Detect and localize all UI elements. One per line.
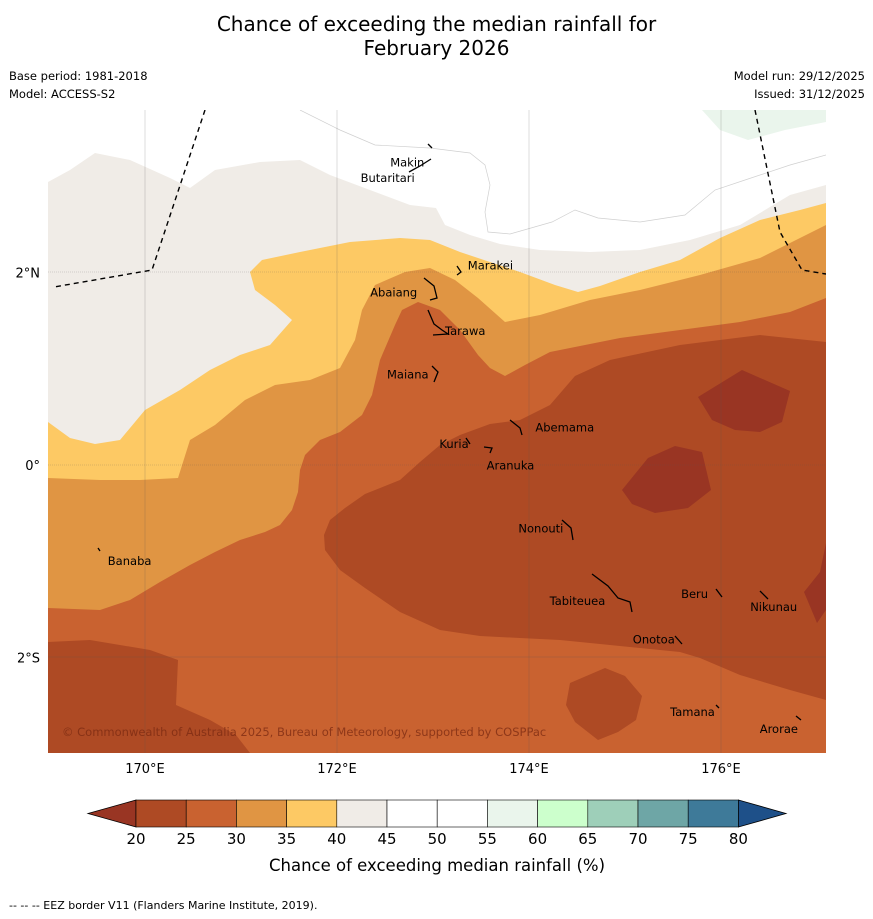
model-name: Model: ACCESS-S2 (9, 87, 116, 101)
chart-title: Chance of exceeding the median rainfall … (0, 12, 873, 60)
island-shapes (97, 143, 802, 721)
lat-tick-label: 0° (25, 459, 40, 474)
title-line-2: February 2026 (363, 36, 510, 60)
island-label-tarawa: Tarawa (444, 324, 485, 338)
island-label-marakei: Marakei (468, 258, 513, 272)
lon-tick-label: 176°E (701, 762, 741, 777)
region-20-25-s (566, 668, 642, 740)
island-label-abemama: Abemama (535, 420, 594, 434)
island-label-nikunau: Nikunau (750, 600, 797, 614)
island-label-abaiang: Abaiang (370, 286, 417, 300)
colorbar-tick-label: 40 (327, 830, 346, 848)
colorbar-tick-label: 65 (578, 830, 597, 848)
island-label-arorae: Arorae (760, 722, 798, 736)
colorbar: 20 25 30 35 40 45 50 55 60 65 70 75 80 (86, 799, 788, 848)
lat-tick-label: 2°N (16, 266, 41, 281)
colorbar-tick-label: 25 (177, 830, 196, 848)
island-label-onotoa: Onotoa (633, 632, 675, 646)
island-label-makin: Makin (390, 156, 424, 170)
lon-tick-label: 172°E (317, 762, 357, 777)
island-label-beru: Beru (681, 587, 708, 601)
island-label-butaritari: Butaritari (361, 171, 415, 185)
region-55-60-ne (702, 110, 826, 140)
colorbar-tick-label: 35 (277, 830, 296, 848)
gridlines (48, 110, 826, 753)
colorbar-tick-label: 75 (679, 830, 698, 848)
colorbar-tick-label: 80 (729, 830, 748, 848)
eez-borders (53, 110, 826, 288)
colorbar-tick-label: 45 (377, 830, 396, 848)
copyright-text: © Commonwealth of Australia 2025, Bureau… (62, 725, 546, 739)
eez-footnote: -- -- -- EEZ border V11 (Flanders Marine… (9, 899, 318, 912)
island-label-maiana: Maiana (387, 368, 429, 382)
colorbar-over-arrow (738, 799, 788, 828)
colorbar-segment (236, 799, 287, 828)
region-20-25-main (324, 335, 826, 700)
island-label-nonouti: Nonouti (518, 522, 563, 536)
island-label-aranuka: Aranuka (487, 459, 535, 473)
region-below-20-ne (698, 370, 790, 432)
colorbar-segment (637, 799, 689, 828)
colorbar-tick-label: 55 (478, 830, 497, 848)
region-below-20-e (804, 543, 826, 623)
colorbar-segment (185, 799, 237, 828)
colorbar-segment (135, 799, 187, 828)
title-line-1: Chance of exceeding the median rainfall … (216, 12, 657, 36)
light-contour (299, 110, 826, 235)
colorbar-tick-label: 30 (227, 830, 246, 848)
lon-tick-label: 174°E (509, 762, 549, 777)
model-run: Model run: 29/12/2025 (733, 69, 865, 83)
colorbar-tick-label: 60 (528, 830, 547, 848)
colorbar-under-arrow (86, 799, 137, 828)
colorbar-label: Chance of exceeding median rainfall (%) (269, 856, 605, 875)
colorbar-tick-label: 20 (126, 830, 145, 848)
colorbar-segment (487, 799, 538, 828)
region-below-20-mid (622, 446, 711, 513)
issued-date: Issued: 31/12/2025 (754, 87, 865, 101)
colorbar-segment (386, 799, 438, 828)
island-label-tabiteuea: Tabiteuea (549, 594, 606, 608)
colorbar-segment (687, 799, 739, 828)
meta-right: Model run: 29/12/2025 Issued: 31/12/2025 (734, 67, 865, 103)
colorbar-segment (537, 799, 589, 828)
island-label-tamana: Tamana (669, 705, 715, 719)
lon-tick-label: 170°E (125, 762, 165, 777)
colorbar-tick-label: 70 (628, 830, 647, 848)
island-label-banaba: Banaba (108, 554, 152, 568)
region-20-25-sw (48, 640, 250, 753)
colorbar-segment (587, 799, 639, 828)
lat-tick-label: 2°S (17, 652, 40, 667)
colorbar-segment (286, 799, 338, 828)
colorbar-segment (436, 799, 488, 828)
axis-ticks: 170°E 172°E 174°E 176°E 2°N 0° 2°S (16, 266, 741, 777)
colorbar-tick-label: 50 (428, 830, 447, 848)
island-label-kuria: Kuria (439, 437, 468, 451)
meta-left: Base period: 1981-2018 Model: ACCESS-S2 (9, 67, 148, 103)
base-period: Base period: 1981-2018 (9, 69, 148, 83)
colorbar-segment (336, 799, 388, 828)
